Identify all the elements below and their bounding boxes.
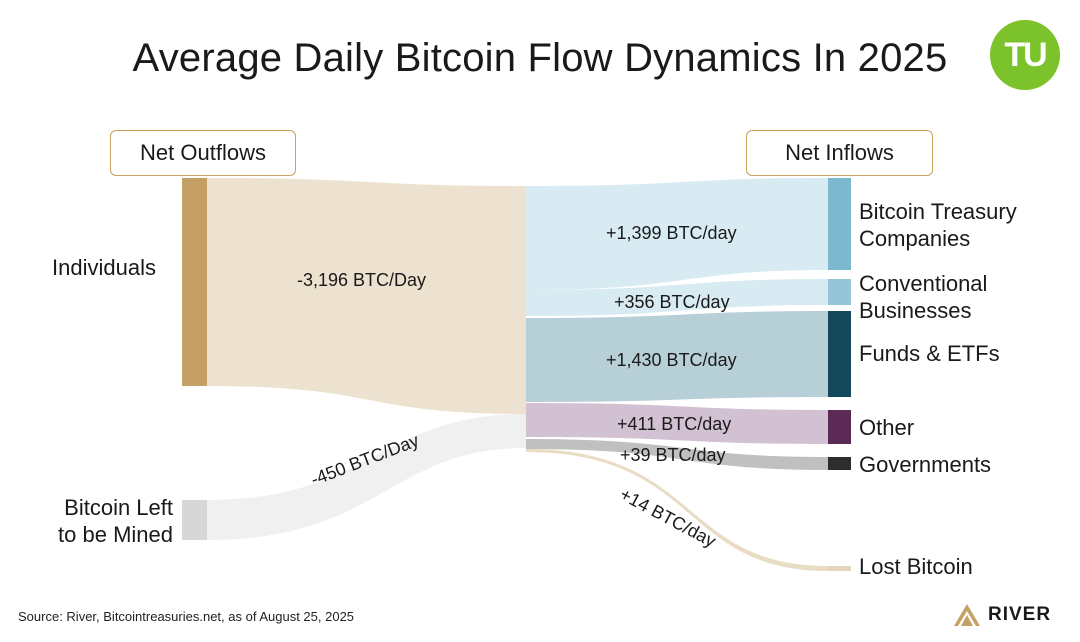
band-other xyxy=(526,403,828,444)
tu-logo: TU xyxy=(990,20,1060,90)
node-individuals xyxy=(182,178,207,386)
target-label-treasury: Bitcoin Treasury Companies xyxy=(859,199,1017,251)
flow-label-funds: +1,430 BTC/day xyxy=(606,350,737,370)
band-treasury xyxy=(526,178,828,290)
net-inflows-header: Net Inflows xyxy=(746,130,933,176)
band-mining xyxy=(207,414,526,540)
node-treasury xyxy=(828,178,851,270)
tu-logo-text: TU xyxy=(1004,35,1047,74)
target-label-funds: Funds & ETFs xyxy=(859,341,1000,366)
node-governments xyxy=(828,457,851,470)
chart-title: Average Daily Bitcoin Flow Dynamics In 2… xyxy=(132,36,948,80)
river-mountain-icon xyxy=(954,604,980,626)
river-brand: RIVER xyxy=(988,604,1052,625)
target-label-governments: Governments xyxy=(859,452,992,477)
flow-label-governments: +39 BTC/day xyxy=(620,445,726,465)
flow-label-other: +411 BTC/day xyxy=(617,414,732,434)
net-outflows-header: Net Outflows xyxy=(110,130,296,176)
flow-label-individuals: -3,196 BTC/Day xyxy=(297,270,427,290)
flow-label-treasury: +1,399 BTC/day xyxy=(606,223,737,243)
node-funds xyxy=(828,311,851,397)
node-mining xyxy=(182,500,207,540)
band-individuals xyxy=(207,178,526,414)
flow-label-businesses: +356 BTC/day xyxy=(614,292,730,312)
target-label-businesses: Conventional Businesses xyxy=(859,271,988,323)
source-label-individuals: Individuals xyxy=(52,255,156,280)
target-label-other: Other xyxy=(859,415,915,440)
band-businesses xyxy=(526,279,828,316)
node-lost xyxy=(828,566,851,571)
target-label-lost: Lost Bitcoin xyxy=(859,554,973,579)
band-governments xyxy=(526,439,828,470)
band-funds xyxy=(526,311,828,402)
source-label-mining: Bitcoin Left to be Mined xyxy=(58,495,173,547)
node-businesses xyxy=(828,279,851,305)
source-note: Source: River, Bitcointreasuries.net, as… xyxy=(18,609,355,624)
river-logo: RIVER xyxy=(952,602,1051,628)
node-other xyxy=(828,410,851,444)
